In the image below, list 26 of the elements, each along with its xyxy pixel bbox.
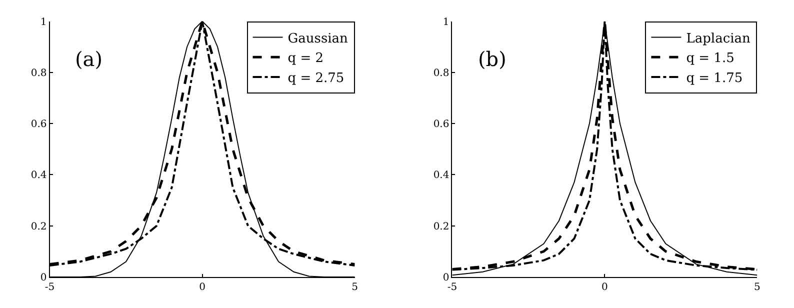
y-tick-label: 0.8 [30, 68, 47, 79]
annotation: (a) [75, 47, 103, 71]
x-tick-label: 0 [199, 282, 206, 293]
y-tick-label: 0.4 [30, 170, 47, 182]
legend-label: q = 2 [288, 51, 324, 66]
x-tick-label: 5 [352, 282, 358, 293]
y-tick-label: 1 [442, 16, 450, 28]
y-tick-label: 0.2 [433, 221, 450, 232]
y-tick-label: 0.6 [30, 119, 47, 130]
x-tick-label: 5 [754, 282, 760, 293]
legend-label: Gaussian [288, 31, 349, 46]
legend-label: Laplacian [686, 31, 752, 46]
legend-label: q = 1.75 [686, 71, 743, 86]
y-tick-label: 0 [40, 272, 47, 284]
y-tick-label: 1 [40, 16, 47, 28]
y-tick-label: 0 [442, 272, 450, 284]
annotation: (b) [478, 47, 506, 71]
legend-label: q = 2.75 [288, 71, 344, 86]
x-tick-label: -5 [44, 282, 55, 293]
y-tick-label: 0.4 [433, 170, 450, 182]
x-tick-label: 0 [602, 282, 608, 293]
x-tick-label: -5 [447, 282, 458, 293]
y-tick-label: 0.8 [433, 68, 450, 79]
y-tick-label: 0.2 [30, 221, 47, 232]
y-tick-label: 0.6 [433, 119, 450, 130]
legend-label: q = 1.5 [686, 51, 734, 66]
